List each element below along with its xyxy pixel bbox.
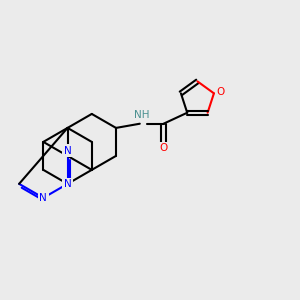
Text: N: N (40, 193, 47, 203)
Text: N: N (64, 146, 71, 156)
Text: O: O (159, 143, 168, 153)
Text: N: N (64, 179, 71, 189)
Text: NH: NH (134, 110, 149, 121)
Text: O: O (216, 87, 224, 97)
